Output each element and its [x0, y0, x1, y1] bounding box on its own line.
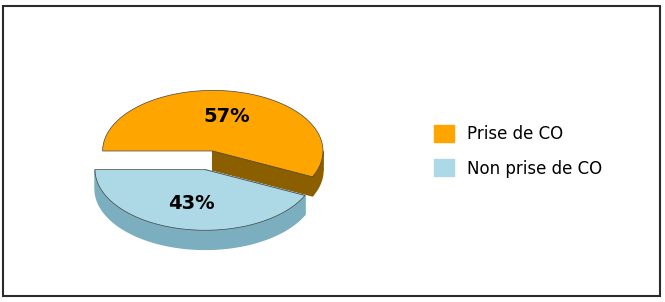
Polygon shape: [313, 152, 323, 196]
Polygon shape: [213, 151, 323, 171]
Polygon shape: [205, 170, 305, 215]
Legend: Prise de CO, Non prise de CO: Prise de CO, Non prise de CO: [428, 118, 609, 184]
Polygon shape: [95, 170, 305, 249]
Polygon shape: [95, 170, 205, 189]
Polygon shape: [95, 170, 305, 230]
Polygon shape: [213, 151, 313, 196]
Text: 43%: 43%: [168, 194, 215, 214]
Text: 57%: 57%: [203, 107, 250, 126]
Polygon shape: [102, 90, 323, 177]
